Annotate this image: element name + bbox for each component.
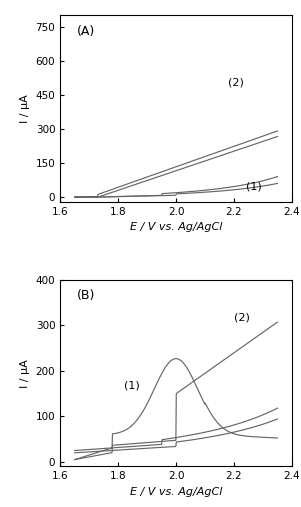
X-axis label: E / V vs. Ag/AgCl: E / V vs. Ag/AgCl — [130, 222, 222, 232]
Text: (2): (2) — [228, 78, 244, 88]
Text: (2): (2) — [234, 313, 250, 323]
Text: (1): (1) — [124, 380, 140, 390]
Y-axis label: I / μA: I / μA — [20, 94, 30, 123]
Y-axis label: I / μA: I / μA — [20, 359, 30, 387]
X-axis label: E / V vs. Ag/AgCl: E / V vs. Ag/AgCl — [130, 487, 222, 497]
Text: (1): (1) — [246, 181, 261, 191]
Text: (A): (A) — [76, 24, 95, 38]
Text: (B): (B) — [76, 289, 95, 302]
